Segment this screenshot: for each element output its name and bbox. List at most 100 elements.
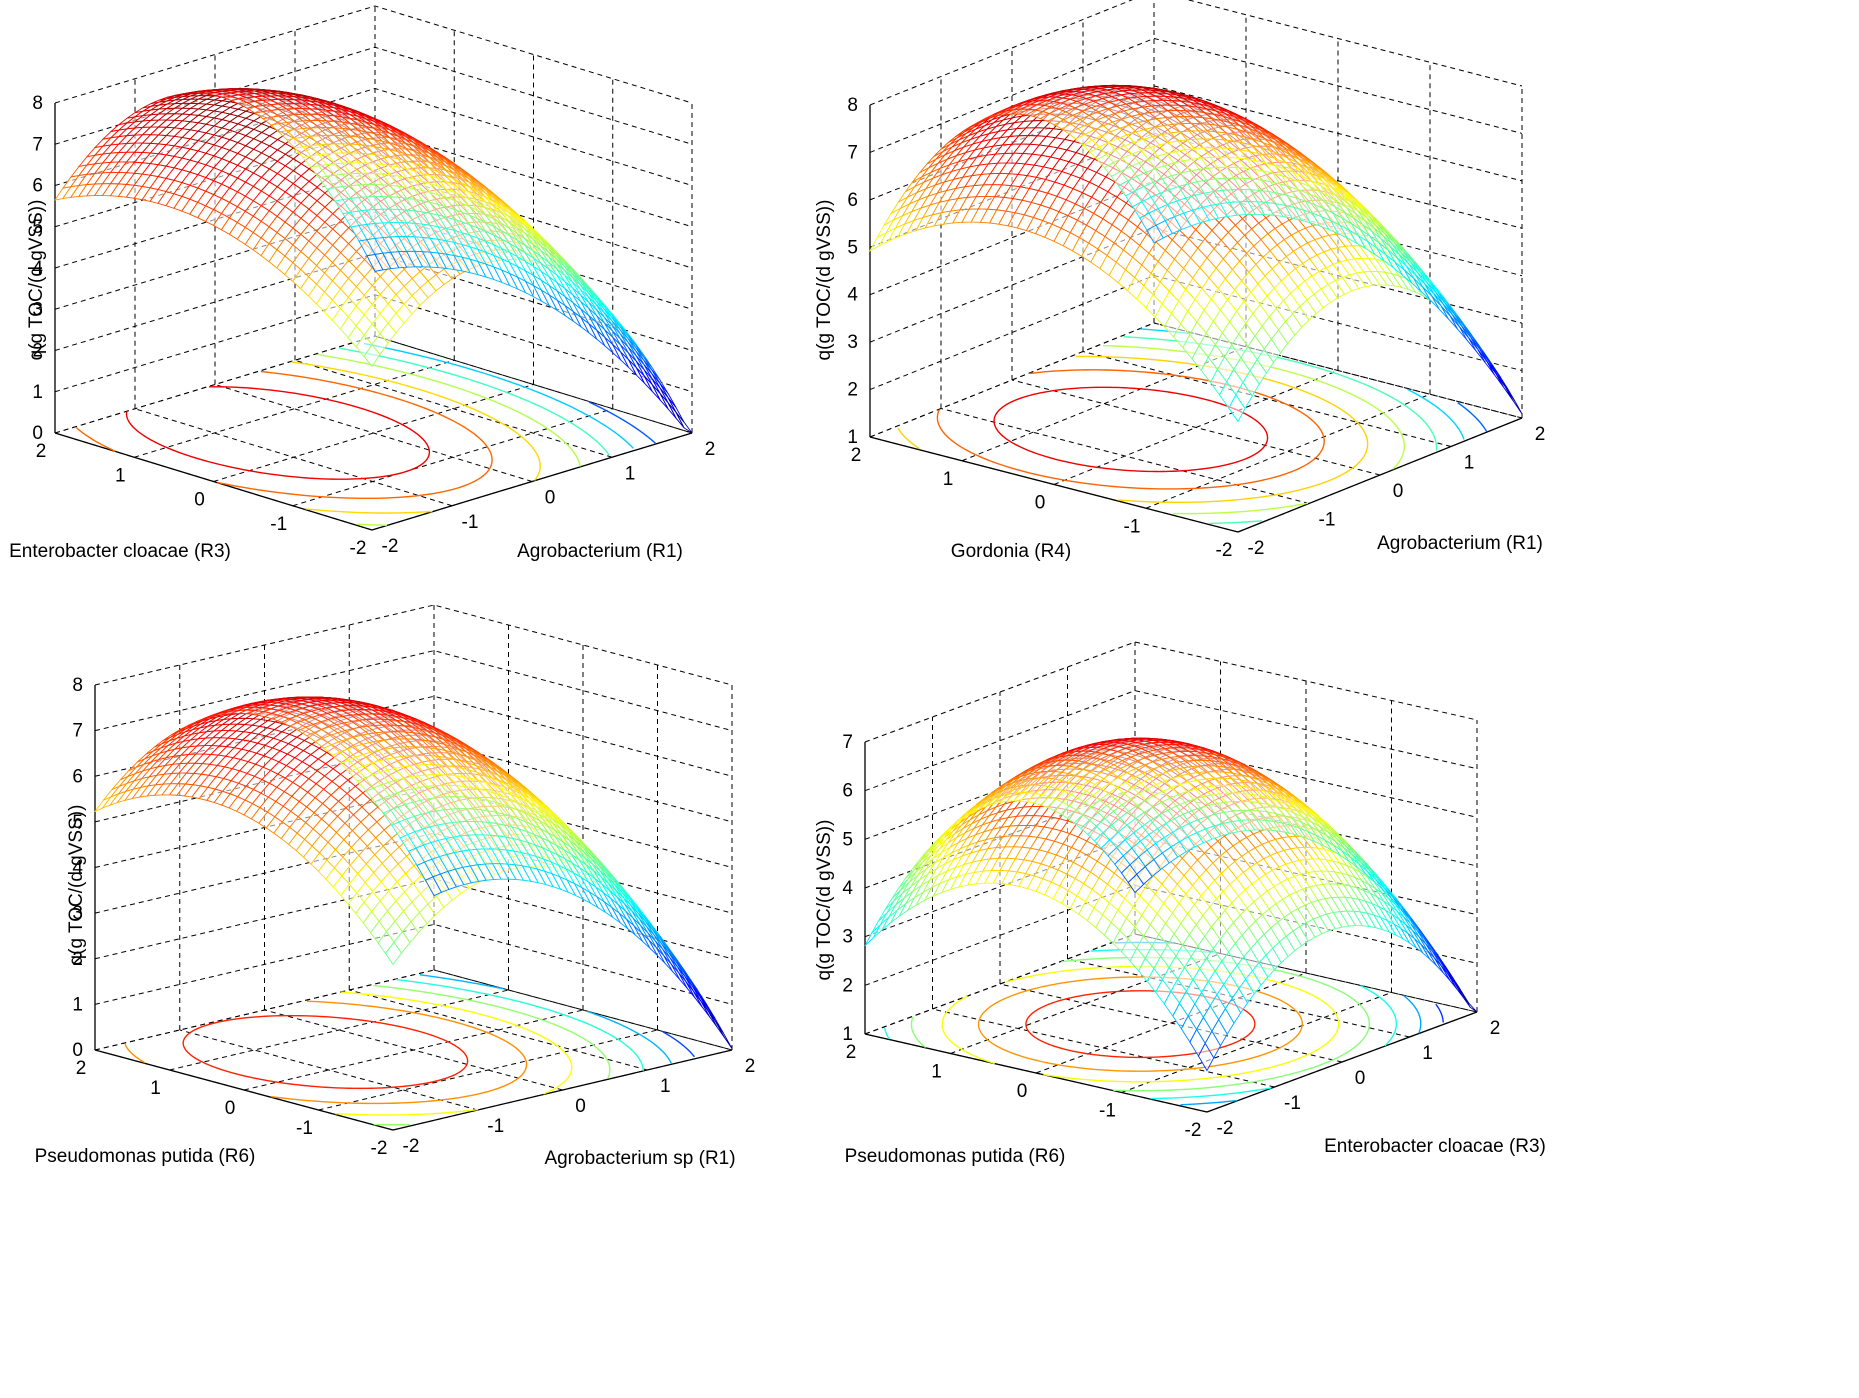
z-tick-label: 8 (32, 93, 43, 114)
floor-grid-line (1082, 351, 1452, 447)
contour-line (936, 386, 1325, 490)
z-axis-label: q(g TOC/(d gVSS)) (26, 200, 47, 361)
z-tick-label: 7 (847, 142, 858, 163)
z-axis-label: q(g TOC/(d gVSS)) (814, 200, 835, 361)
contour-line (124, 1043, 146, 1064)
contour-line (1117, 376, 1369, 504)
contour-line (217, 397, 493, 500)
contour-line (291, 361, 421, 391)
y-axis-line (54, 432, 373, 531)
z-tick-label: 3 (32, 299, 43, 320)
contour-line (260, 370, 395, 399)
floor-grid-line (1145, 393, 1431, 509)
wall-grid-line (54, 5, 693, 104)
contour-line (897, 427, 920, 450)
mesh-cell (675, 412, 693, 434)
contour-line (356, 523, 387, 526)
y-tick-label: -1 (1124, 516, 1141, 537)
x-tick-label: -2 (382, 536, 399, 557)
z-tick-label: 4 (847, 285, 858, 306)
x-axis-label: Agrobacterium (R1) (1377, 533, 1543, 554)
wall-grid-line (869, 0, 1523, 106)
y-tick-label: -2 (350, 538, 367, 559)
x-axis-line (1237, 417, 1523, 533)
floor-grid-line (1053, 370, 1339, 485)
floor-grid-line (213, 384, 534, 482)
contour-line (1173, 502, 1309, 515)
y-tick-label: 0 (1035, 493, 1046, 514)
contour-line (335, 1108, 479, 1116)
axes (869, 105, 1523, 533)
contour-line (506, 1008, 611, 1079)
contour-line (420, 389, 541, 481)
floor-grid-line (134, 359, 455, 458)
x-tick-label: 1 (625, 463, 636, 484)
y-tick-label: 1 (115, 465, 126, 486)
x-axis-line (392, 1049, 733, 1131)
x-tick-label: -1 (1319, 510, 1336, 531)
wall-grid-line (94, 604, 733, 686)
contour-line (341, 991, 483, 1016)
floor-grid-line (243, 1009, 584, 1091)
x-tick-label: 0 (545, 488, 556, 509)
y-tick-label: 0 (194, 490, 205, 511)
z-tick-label: 5 (847, 237, 858, 258)
contour-line (1297, 361, 1438, 451)
x-tick-label: -1 (462, 512, 479, 533)
z-tick-label: 2 (847, 380, 858, 401)
contour-line (317, 353, 443, 384)
z-tick-label: 6 (32, 176, 43, 197)
contour-line (588, 401, 656, 444)
contour-line (461, 376, 610, 456)
z-tick-label: 1 (32, 382, 43, 403)
z-tick-label: 5 (32, 217, 43, 238)
y-axis-label: Enterobacter cloacae (R3) (9, 541, 231, 562)
contour-line (993, 386, 1269, 473)
z-tick-label: 2 (32, 341, 43, 362)
y-tick-label: 1 (943, 469, 954, 490)
contour-line (479, 371, 634, 449)
surface-mesh (54, 88, 693, 434)
axes (54, 103, 693, 531)
x-tick-label: 1 (1464, 453, 1475, 474)
mesh-cell (1505, 387, 1523, 415)
y-tick-label: 2 (851, 445, 862, 466)
y-axis-line (94, 1049, 394, 1131)
x-tick-label: 0 (1393, 481, 1404, 502)
contour-line (1029, 369, 1237, 388)
x-axis-label: Agrobacterium (R1) (517, 541, 683, 562)
surface-mesh (93, 696, 733, 1049)
y-axis-label: Gordonia (R4) (951, 541, 1071, 562)
contour-line (586, 1010, 672, 1064)
x-axis-line (371, 432, 693, 531)
x-tick-label: 2 (705, 439, 716, 460)
z-tick-label: 0 (32, 423, 43, 444)
x-tick-label: -2 (1248, 538, 1265, 559)
contour-line (442, 382, 582, 467)
z-tick-label: 8 (847, 95, 858, 116)
floor-contours (75, 342, 656, 526)
y-tick-label: -2 (1216, 540, 1233, 561)
z-tick-label: 6 (847, 190, 858, 211)
contour-line (1457, 402, 1488, 432)
contour-line (305, 508, 433, 514)
floor-grid-line (292, 408, 613, 507)
contour-line (419, 974, 504, 990)
y-tick-label: -1 (270, 514, 287, 535)
contour-line (125, 407, 431, 480)
contour-line (1280, 368, 1405, 470)
y-tick-label: 2 (36, 441, 47, 462)
contour-line (75, 426, 116, 452)
floor-contours (124, 974, 695, 1126)
contour-line (209, 386, 361, 409)
contour-line (1209, 520, 1262, 525)
floor-grid-line (169, 989, 509, 1071)
floor-grid-line (214, 384, 533, 482)
z-tick-label: 3 (847, 332, 858, 353)
contour-line (339, 347, 463, 378)
